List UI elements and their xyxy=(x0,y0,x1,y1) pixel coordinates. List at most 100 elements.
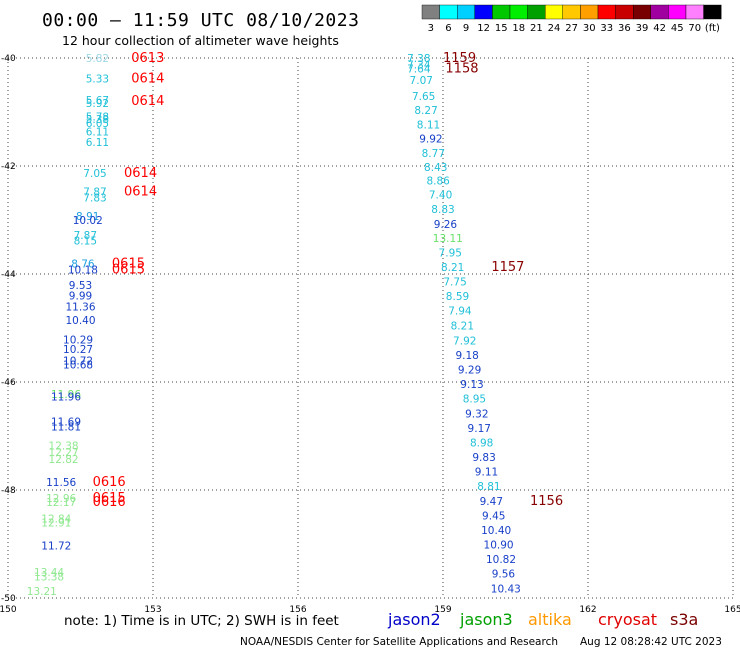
swh-value: 12.91 xyxy=(41,517,71,529)
scale-label: 6 xyxy=(445,23,451,34)
swh-value: 9.32 xyxy=(465,408,488,420)
swh-value: 12.96 xyxy=(46,493,76,505)
swh-value: 8.21 xyxy=(441,262,464,274)
swh-value: 8.43 xyxy=(424,162,447,174)
swh-value: 11.96 xyxy=(51,392,81,404)
swh-value: 10.27 xyxy=(63,344,93,356)
swh-value: 9.13 xyxy=(460,379,483,391)
scale-label: 36 xyxy=(618,23,631,34)
swh-value: 9.17 xyxy=(468,423,491,435)
swh-value: 5.92 xyxy=(86,98,109,110)
footer-note: note: 1) Time is in UTC; 2) SWH is in fe… xyxy=(64,613,339,629)
swh-value: 13.44 xyxy=(34,567,64,579)
swh-value: 10.72 xyxy=(63,355,93,367)
swh-value: 6.11 xyxy=(86,126,109,138)
scale-swatch xyxy=(545,4,564,20)
swh-value: 7.87 xyxy=(83,186,106,198)
swh-value: 9.83 xyxy=(472,452,495,464)
scale-swatch xyxy=(562,4,581,20)
time-label: 0615 xyxy=(93,491,126,506)
swh-value: 8.59 xyxy=(446,291,469,303)
scale-label: 18 xyxy=(512,23,525,34)
swh-value: 12.82 xyxy=(49,454,79,466)
color-scale-legend: 3 6 9 12 15 18 21 24 27 30 33 36 39 42 45 70 (ft) xyxy=(421,4,722,34)
swh-value-labels: 5.825.335.675.925.785.386.056.116.117.05… xyxy=(27,53,521,598)
scale-swatch xyxy=(703,4,722,20)
swh-value: 10.82 xyxy=(486,554,516,566)
swh-value: 8.21 xyxy=(451,320,474,332)
swh-value: 10.68 xyxy=(63,360,93,372)
x-tick-label: 165 xyxy=(724,605,740,615)
swh-value: 9.56 xyxy=(492,569,516,581)
scale-swatch xyxy=(439,4,458,20)
time-label: 0615 xyxy=(112,263,145,278)
swh-value: 7.83 xyxy=(83,192,106,204)
scale-swatch xyxy=(633,4,652,20)
swh-value: 8.86 xyxy=(426,176,450,188)
grid-lines xyxy=(7,57,734,599)
swh-value: 5.33 xyxy=(86,74,109,86)
swh-value: 13.38 xyxy=(34,571,64,583)
swh-value: 9.92 xyxy=(419,133,442,145)
swh-value: 5.67 xyxy=(86,95,109,107)
scale-label: 24 xyxy=(548,23,561,34)
scale-label: 30 xyxy=(583,23,596,34)
scale-label: (ft) xyxy=(705,23,720,34)
swh-value: 9.47 xyxy=(480,496,503,508)
scale-label: 45 xyxy=(671,23,684,34)
swh-value: 9.53 xyxy=(69,280,92,292)
swh-value: 9.29 xyxy=(458,365,481,377)
scale-label: 27 xyxy=(565,23,578,34)
time-label: 0614 xyxy=(124,166,157,181)
scale-label: 12 xyxy=(477,23,490,34)
swh-value: 10.40 xyxy=(65,315,95,327)
scale-label: 15 xyxy=(495,23,508,34)
scale-swatch xyxy=(597,4,616,20)
scale-label: 70 xyxy=(688,23,701,34)
generated-timestamp: Aug 12 08:28:42 UTC 2023 xyxy=(580,636,722,648)
time-label: 0614 xyxy=(124,184,157,199)
swh-value: 8.98 xyxy=(470,437,493,449)
swh-value: 7.07 xyxy=(410,75,433,87)
swh-value: 8.81 xyxy=(477,481,500,493)
swh-value: 9.99 xyxy=(69,291,92,303)
satellite-cryosat: cryosat xyxy=(598,610,657,629)
swh-value: 7.40 xyxy=(429,190,452,202)
swh-value: 12.84 xyxy=(41,514,71,526)
scale-swatch xyxy=(615,4,634,20)
chart-title: 00:00 – 11:59 UTC 08/10/2023 xyxy=(42,10,359,31)
swh-value: 8.15 xyxy=(74,236,97,248)
scale-label: 9 xyxy=(463,23,469,34)
x-tick-label: 156 xyxy=(289,605,306,615)
scale-label: 39 xyxy=(636,23,649,34)
satellite-legend: jason2 jason3 altika cryosat s3a xyxy=(387,610,698,629)
scale-swatch xyxy=(685,4,704,20)
time-label: 0614 xyxy=(131,72,164,87)
time-label: 1156 xyxy=(530,494,563,509)
scale-swatch xyxy=(457,4,476,20)
time-label: 0613 xyxy=(131,51,164,66)
time-label: 1157 xyxy=(491,260,524,275)
swh-value: 11.72 xyxy=(41,541,71,553)
swh-value: 7.87 xyxy=(74,230,97,242)
swh-value: 8.91 xyxy=(76,211,99,223)
scale-label: 42 xyxy=(653,23,666,34)
scale-swatch xyxy=(474,4,493,20)
swh-value: 13.11 xyxy=(433,233,463,245)
swh-value: 11.56 xyxy=(46,477,76,489)
swh-value: 6.05 xyxy=(86,118,109,130)
satellite-jason2: jason2 xyxy=(387,610,441,629)
swh-value: 7.64 xyxy=(407,63,431,75)
scale-swatch xyxy=(492,4,511,20)
swh-value: 13.21 xyxy=(27,586,57,598)
swh-value: 7.95 xyxy=(439,247,462,259)
swh-value: 7.94 xyxy=(448,306,472,318)
time-label: 0616 xyxy=(93,475,126,490)
swh-value: 5.78 xyxy=(86,111,109,123)
swh-value: 8.11 xyxy=(417,119,440,131)
scale-swatch xyxy=(509,4,528,20)
swh-value: 10.18 xyxy=(68,265,98,277)
swh-value: 7.38 xyxy=(407,53,430,65)
scale-label: 33 xyxy=(600,23,613,34)
swh-value: 10.90 xyxy=(484,540,514,552)
